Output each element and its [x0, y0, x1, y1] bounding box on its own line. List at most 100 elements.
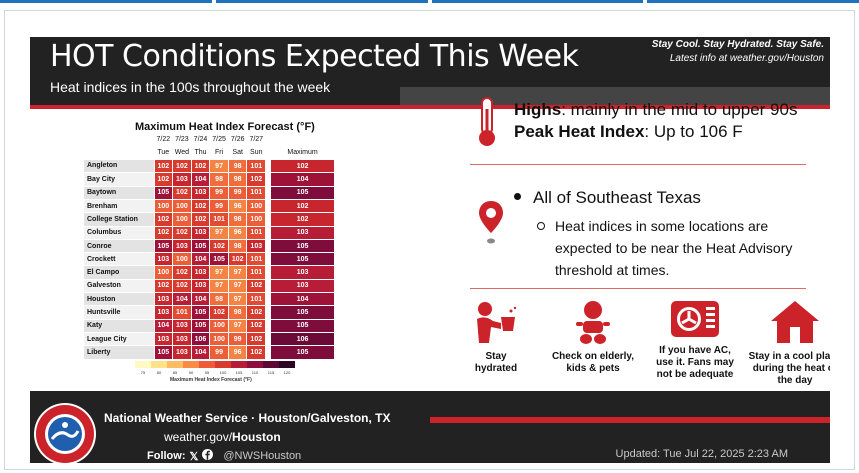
location-name: Columbus: [84, 226, 154, 240]
heat-index-table: 7/22 7/23 7/24 7/25 7/26 7/27 Tue Wed Thu Fri Sat…: [84, 133, 336, 360]
heat-index-cell: 102: [153, 172, 174, 187]
heat-index-cell: 102: [172, 265, 192, 280]
footer-red-stripe: [430, 417, 830, 423]
house-icon: [771, 301, 819, 343]
table-row: College Station 102 100 102 101 98 100 102: [84, 212, 336, 227]
heat-index-cell: 103: [190, 278, 211, 294]
footer-banner: [30, 391, 830, 463]
scale-label: 105: [235, 370, 243, 375]
max-heat-index-cell: 102: [270, 198, 336, 214]
max-heat-index-cell: 105: [270, 185, 336, 200]
nws-office-name: National Weather Service · Houston/Galve…: [104, 411, 391, 425]
facebook-icon[interactable]: [202, 449, 214, 463]
heat-index-cell: 103: [172, 345, 192, 360]
table-row: League City 103 103 106 100 99 102 106: [84, 331, 336, 347]
header-red-stripe: [30, 105, 830, 109]
heat-index-cell: 102: [246, 305, 267, 320]
heat-index-cell: 105: [153, 185, 174, 200]
heat-index-cell: 99: [209, 185, 229, 200]
location-name: Katy: [84, 319, 154, 333]
nws-website-link[interactable]: weather.gov/Houston: [164, 430, 281, 444]
heat-index-cell: 102: [172, 159, 192, 174]
table-row: Huntsville 103 101 105 102 98 102 105: [84, 305, 336, 320]
tip-label-line: not be adequate: [656, 369, 734, 380]
highs-label: Highs: [514, 100, 562, 119]
divider-1: [470, 164, 806, 165]
tip-check-on: Check on elderly, kids & pets: [538, 299, 648, 375]
heat-index-cell: 104: [190, 292, 211, 307]
heat-index-cell: 103: [172, 318, 192, 333]
scale-swatch: [279, 361, 295, 368]
heat-index-cell: 102: [172, 278, 192, 294]
heat-index-cell: 99: [227, 331, 248, 347]
heat-index-cell: 102: [153, 278, 174, 294]
heat-index-cell: 104: [172, 292, 192, 307]
location-name: El Campo: [84, 265, 154, 280]
heat-index-cell: 102: [209, 305, 229, 320]
heat-index-cell: 98: [209, 172, 229, 187]
heat-index-cell: 102: [246, 331, 267, 347]
tip-label-line: Stay: [485, 351, 507, 362]
location-name: Crockett: [84, 252, 154, 267]
table-row: Bay City 102 103 104 98 98 102 104: [84, 172, 336, 187]
heat-index-cell: 105: [153, 238, 174, 254]
location-name: League City: [84, 332, 154, 347]
region-bullet: All of Southeast Texas: [514, 188, 701, 208]
heat-index-cell: 104: [190, 252, 211, 267]
heat-index-cell: 101: [246, 225, 267, 240]
url-prefix: weather.gov/: [164, 430, 233, 444]
heat-index-cell: 101: [172, 305, 192, 320]
heat-index-cell: 99: [227, 185, 248, 200]
heat-index-cell: 103: [153, 292, 174, 307]
heat-index-cell: 103: [153, 252, 174, 267]
scale-label: 100: [219, 370, 227, 375]
heat-index-cell: 100: [153, 198, 174, 214]
heat-index-cell: 98: [209, 292, 229, 307]
heat-index-cell: 102: [153, 159, 174, 174]
heat-index-cell: 99: [209, 198, 229, 214]
heat-index-cell: 100: [153, 265, 174, 280]
latest-info-link[interactable]: Latest info at weather.gov/Houston: [669, 53, 824, 64]
heat-index-cell: 96: [227, 225, 248, 240]
table-row: Brenham 100 100 102 99 96 100 102: [84, 198, 336, 214]
baby-icon: [576, 301, 610, 344]
scale-label: 115: [267, 370, 275, 375]
heat-index-cell: 98: [227, 212, 248, 227]
tip-hydrated-label: Stay hydrated: [460, 351, 532, 375]
scale-label: 110: [251, 370, 259, 375]
heat-index-cell: 105: [209, 252, 229, 267]
heat-index-cell: 101: [246, 185, 267, 200]
heat-index-cell: 100: [209, 318, 229, 333]
highs-text: : mainly in the mid to upper 90s: [561, 100, 798, 119]
x-icon[interactable]: 𝕏: [189, 450, 199, 463]
scale-swatch: [183, 361, 199, 368]
table-row: Houston 103 104 104 98 97 101 104: [84, 292, 336, 307]
tip-label-line: the day: [777, 375, 813, 386]
day-header-row: Tue Wed Thu Fri Sat Sun Maximum: [84, 146, 335, 159]
table-row: Conroe 105 103 105 102 98 103 105: [84, 238, 336, 254]
heat-index-cell: 100: [172, 212, 192, 227]
date-header: 7/24: [193, 135, 208, 143]
date-header: 7/25: [212, 135, 226, 143]
url-bold: Houston: [232, 430, 281, 444]
scale-swatch: [167, 361, 183, 368]
heat-index-cell: 101: [246, 252, 267, 267]
tip-label-line: hydrated: [474, 363, 518, 374]
heat-index-cell: 97: [227, 265, 248, 280]
table-row: Liberty 105 103 104 99 96 102 105: [84, 345, 336, 360]
tip-cool-place-label: Stay in a cool placeduring the heat ofth…: [745, 351, 830, 387]
heat-index-cell: 97: [209, 159, 229, 174]
heat-index-cell: 103: [190, 265, 211, 280]
location-name: Liberty: [84, 345, 154, 360]
scale-swatch: [199, 361, 215, 368]
heat-index-cell: 100: [246, 212, 267, 227]
scale-label: 90: [188, 370, 194, 375]
table-title: Maximum Heat Index Forecast (°F): [135, 121, 315, 133]
heat-index-cell: 96: [227, 345, 248, 360]
table-row: Baytown 105 102 103 99 99 101 105: [84, 185, 336, 200]
twitter-handle[interactable]: @NWSHouston: [223, 450, 302, 462]
color-scale-labels: 75 80 85 90 95 100 105 110 115 120: [135, 370, 295, 375]
heat-index-cell: 103: [190, 185, 211, 200]
max-heat-index-cell: 105: [270, 305, 336, 320]
air-conditioner-icon: [671, 301, 719, 337]
